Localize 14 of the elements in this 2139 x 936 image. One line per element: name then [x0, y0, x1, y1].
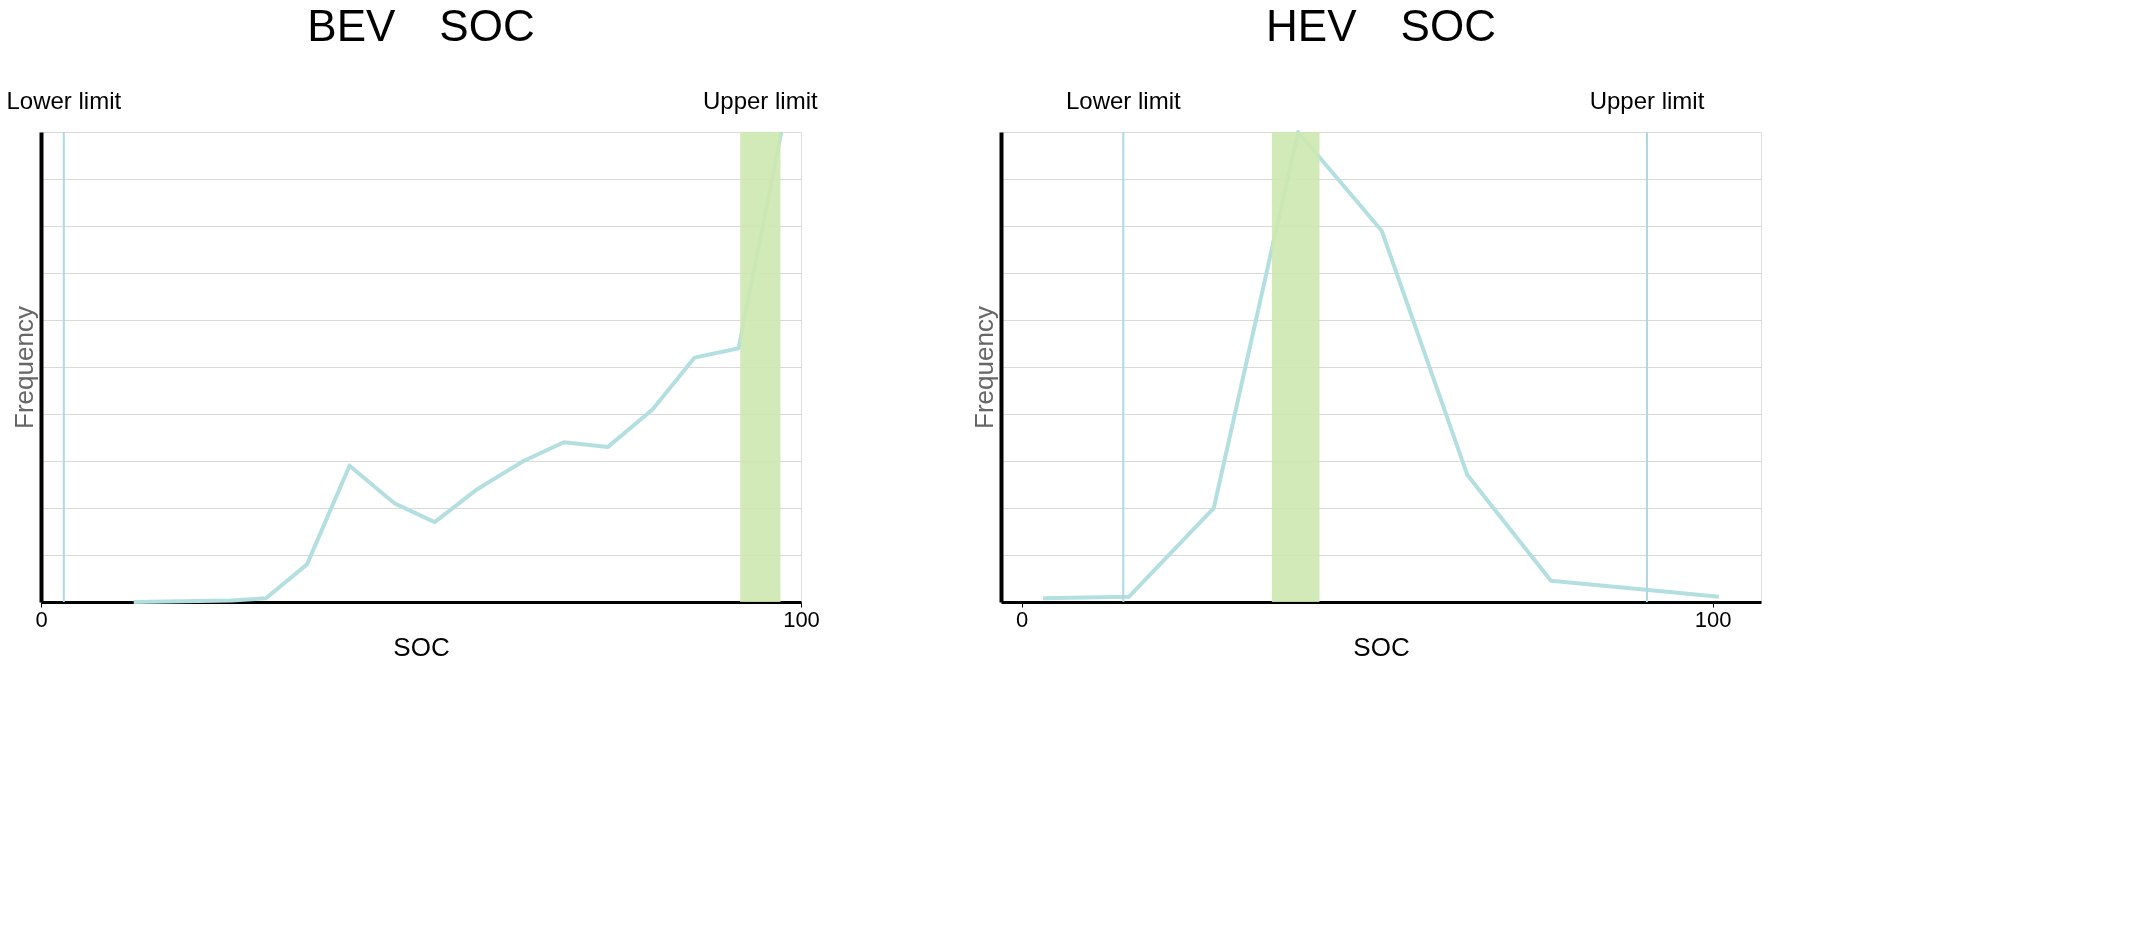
- y-axis-title: Frequency: [8, 306, 39, 429]
- y-axis-title: Frequency: [968, 306, 999, 429]
- ref-line-label: Upper limit: [1589, 87, 1705, 114]
- ref-line-label: Lower limit: [6, 87, 122, 114]
- x-axis-title: SOC: [393, 631, 450, 662]
- band-label: Upper limit: [702, 87, 819, 114]
- ref-line-label: Lower limit: [1065, 87, 1181, 114]
- chart-title: BEV SOC: [307, 1, 535, 50]
- chart-title: HEV SOC: [1266, 1, 1496, 50]
- x-tick-label: 0: [1016, 606, 1029, 632]
- x-tick-label: 0: [35, 606, 48, 632]
- x-axis-title: SOC: [1353, 631, 1410, 662]
- x-tick-label: 100: [783, 606, 820, 632]
- x-tick-label: 100: [1694, 606, 1732, 632]
